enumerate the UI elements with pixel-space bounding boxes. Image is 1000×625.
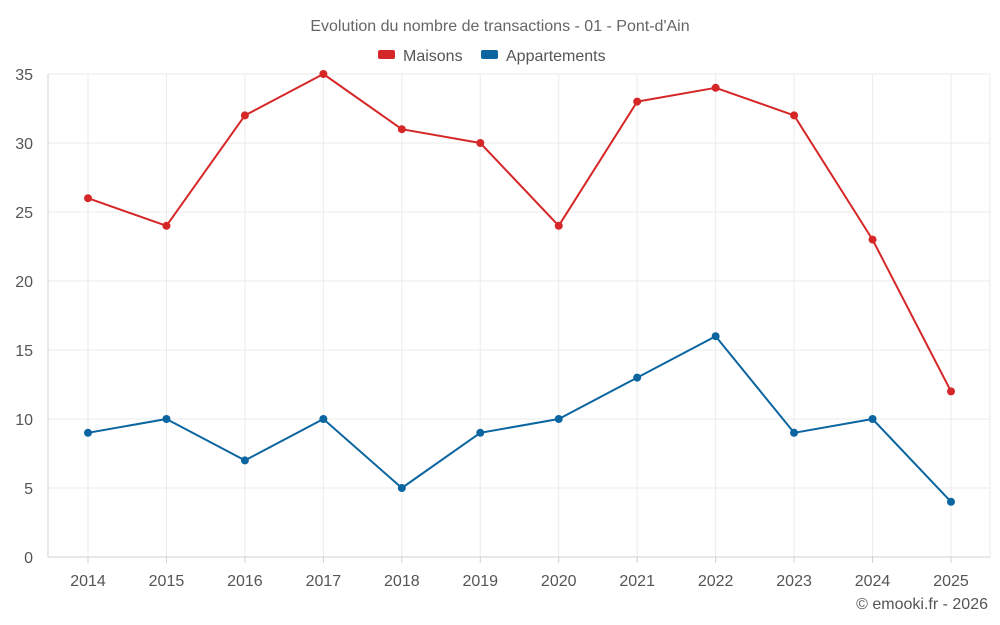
y-tick-label: 20 (15, 274, 33, 291)
data-point-maisons[interactable] (397, 125, 406, 134)
y-tick-label: 30 (15, 136, 33, 153)
x-tick-label: 2020 (541, 573, 577, 590)
y-tick-label: 15 (15, 343, 33, 360)
data-point-appartements[interactable] (240, 456, 249, 465)
x-tick-label: 2015 (149, 573, 185, 590)
legend-label-maisons: Maisons (403, 48, 463, 65)
data-point-appartements[interactable] (319, 415, 328, 423)
footer-credit: © emooki.fr - 2026 (856, 596, 988, 613)
x-tick-label: 2023 (776, 573, 812, 590)
data-point-appartements[interactable] (554, 415, 563, 423)
y-tick-label: 35 (15, 67, 33, 84)
data-point-maisons[interactable] (84, 194, 92, 203)
grid-layer (47, 73, 991, 558)
x-tick-label: 2018 (384, 573, 420, 590)
x-tick-label: 2016 (227, 573, 263, 590)
legend-swatch-maisons (378, 50, 395, 59)
data-point-maisons[interactable] (240, 111, 249, 120)
data-point-appartements[interactable] (790, 428, 799, 437)
data-point-maisons[interactable] (790, 111, 799, 120)
y-tick-label: 25 (15, 205, 33, 222)
x-tick-label: 2022 (698, 573, 734, 590)
x-tick-label: 2025 (933, 573, 969, 590)
series-line-appartements (87, 335, 952, 503)
series-layer (84, 70, 955, 506)
data-point-maisons[interactable] (319, 70, 328, 78)
data-point-maisons[interactable] (947, 387, 955, 396)
chart-title: Evolution du nombre de transactions - 01… (310, 18, 689, 35)
series-line-maisons (87, 73, 952, 392)
data-point-maisons[interactable] (554, 221, 563, 230)
legend-item-appartements[interactable]: Appartements (481, 48, 606, 65)
data-point-maisons[interactable] (868, 235, 877, 244)
x-tick-label: 2019 (462, 573, 498, 590)
data-point-appartements[interactable] (84, 428, 92, 437)
data-point-appartements[interactable] (476, 428, 485, 437)
y-tick-label: 5 (24, 481, 33, 498)
data-point-appartements[interactable] (633, 373, 642, 382)
x-tick-label: 2024 (855, 573, 891, 590)
x-tick-label: 2021 (619, 573, 655, 590)
x-axis-ticks: 2014 2015 2016 2017 2018 2019 2020 2021 2022 2023… (70, 557, 969, 590)
data-point-appartements[interactable] (711, 332, 720, 341)
legend-item-maisons[interactable]: Maisons (378, 48, 463, 65)
data-point-maisons[interactable] (162, 221, 171, 230)
data-point-appartements[interactable] (947, 497, 955, 506)
y-tick-label: 10 (15, 412, 33, 429)
data-point-appartements[interactable] (868, 415, 877, 423)
data-point-maisons[interactable] (476, 139, 485, 147)
data-point-appartements[interactable] (397, 484, 406, 492)
data-point-appartements[interactable] (162, 415, 171, 423)
legend: Maisons Appartements (378, 48, 606, 65)
data-point-maisons[interactable] (633, 97, 642, 106)
legend-swatch-appartements (481, 50, 498, 59)
x-tick-label: 2014 (70, 573, 106, 590)
legend-label-appartements: Appartements (506, 48, 606, 65)
x-tick-label: 2017 (306, 573, 342, 590)
y-axis-ticks: 0 5 10 15 20 25 30 35 (15, 67, 33, 567)
data-point-maisons[interactable] (711, 83, 720, 92)
y-tick-label: 0 (24, 550, 33, 567)
